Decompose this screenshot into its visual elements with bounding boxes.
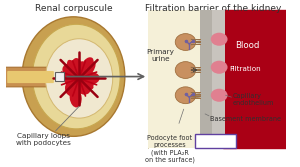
Ellipse shape: [72, 58, 81, 70]
Ellipse shape: [70, 88, 82, 107]
Ellipse shape: [211, 89, 227, 102]
Ellipse shape: [78, 81, 91, 95]
Text: Primary
urine: Primary urine: [146, 49, 174, 62]
Ellipse shape: [84, 61, 96, 77]
Text: Filtration: Filtration: [230, 66, 261, 72]
Text: 2: 2: [220, 140, 223, 145]
Ellipse shape: [32, 24, 120, 129]
Text: R: R: [223, 138, 227, 143]
Ellipse shape: [62, 63, 74, 75]
Text: Podocyte foot
processes
(with PLA₂R
on the surface): Podocyte foot processes (with PLA₂R on t…: [145, 135, 195, 163]
Ellipse shape: [80, 72, 100, 85]
Ellipse shape: [175, 87, 196, 104]
FancyBboxPatch shape: [195, 134, 236, 147]
Ellipse shape: [75, 61, 86, 77]
Text: Capillary loops
with podocytes: Capillary loops with podocytes: [16, 133, 71, 146]
Bar: [200, 10, 212, 148]
Ellipse shape: [22, 17, 125, 136]
Ellipse shape: [76, 78, 84, 91]
Ellipse shape: [211, 33, 227, 46]
Bar: [148, 10, 286, 148]
Ellipse shape: [175, 62, 196, 78]
Polygon shape: [223, 10, 286, 148]
Ellipse shape: [75, 73, 94, 88]
Ellipse shape: [211, 61, 227, 74]
Ellipse shape: [80, 71, 92, 81]
Ellipse shape: [175, 34, 196, 50]
Ellipse shape: [67, 60, 79, 76]
Ellipse shape: [46, 39, 113, 118]
Ellipse shape: [79, 79, 94, 90]
Bar: [55, 72, 64, 81]
Ellipse shape: [65, 77, 80, 91]
Bar: [210, 10, 225, 148]
Text: Filtration barrier of the kidney: Filtration barrier of the kidney: [146, 4, 282, 13]
Text: Anti-PLA: Anti-PLA: [198, 138, 226, 143]
FancyBboxPatch shape: [4, 67, 57, 87]
Ellipse shape: [82, 57, 94, 69]
Text: Renal corpuscule: Renal corpuscule: [35, 4, 112, 13]
Ellipse shape: [66, 75, 80, 86]
Ellipse shape: [64, 72, 76, 85]
Text: Basement membrane: Basement membrane: [210, 116, 281, 122]
FancyBboxPatch shape: [7, 71, 54, 83]
Ellipse shape: [64, 69, 84, 84]
Text: Capillary
endothelium: Capillary endothelium: [232, 93, 274, 106]
Ellipse shape: [65, 84, 80, 97]
Text: Blood: Blood: [235, 41, 259, 50]
